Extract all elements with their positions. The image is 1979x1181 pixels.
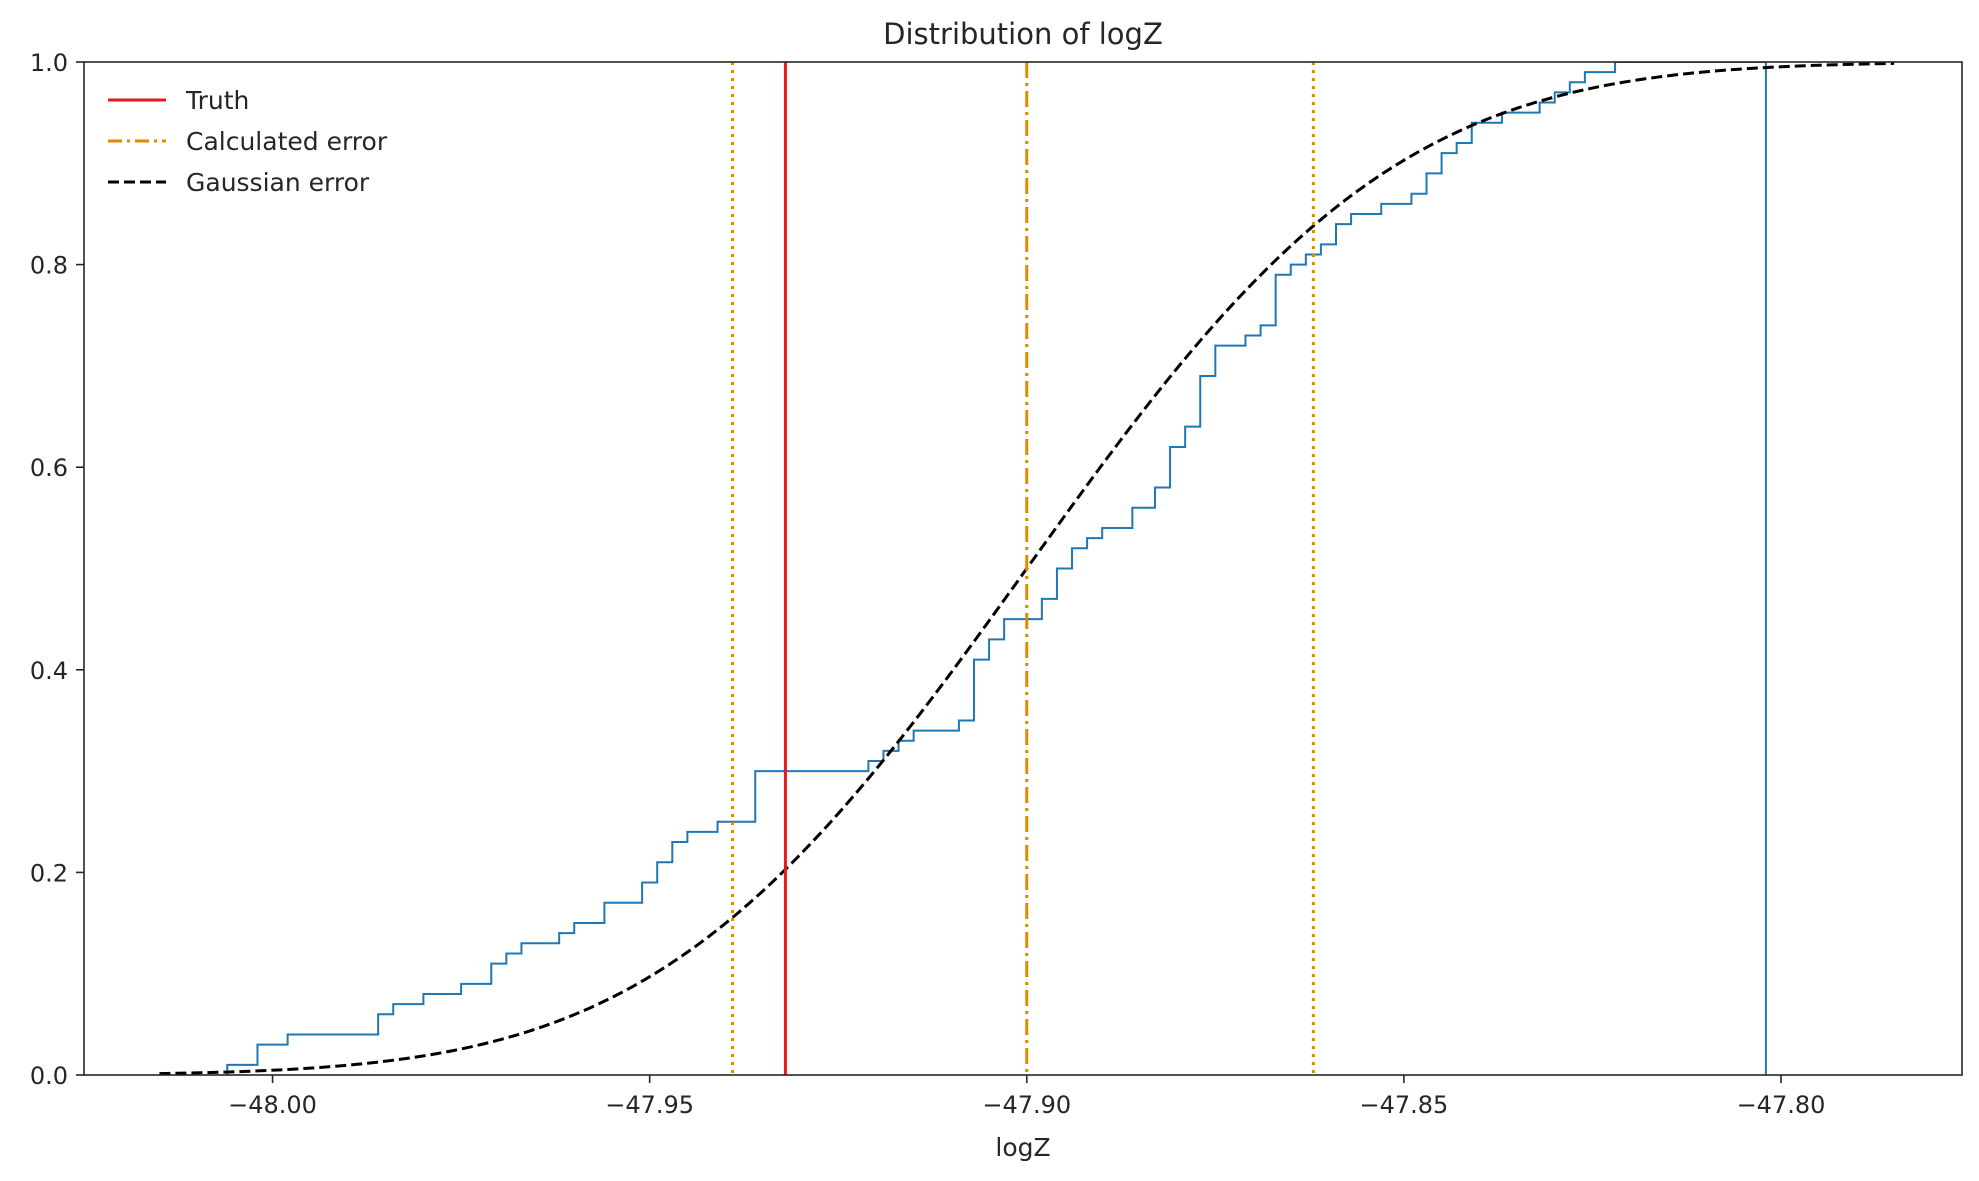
- y-tick-label: 0.0: [30, 1062, 68, 1090]
- chart-title: Distribution of logZ: [883, 17, 1163, 51]
- legend: Truth Calculated error Gaussian error: [108, 86, 388, 197]
- y-tick-label: 1.0: [30, 49, 68, 77]
- tick-area: −48.00 −47.95 −47.90 −47.85 −47.80 0.0 0.2 0.4 0…: [30, 49, 1826, 1119]
- y-tick-label: 0.4: [30, 657, 68, 685]
- x-tick-label: −47.95: [605, 1091, 694, 1119]
- legend-label: Gaussian error: [186, 168, 370, 197]
- x-tick-label: −47.85: [1359, 1091, 1448, 1119]
- x-tick-label: −48.00: [228, 1091, 317, 1119]
- y-tick-label: 0.2: [30, 859, 68, 887]
- x-tick-label: −47.90: [982, 1091, 1071, 1119]
- x-axis-label: logZ: [995, 1133, 1050, 1162]
- y-tick-label: 0.8: [30, 252, 68, 280]
- y-tick-label: 0.6: [30, 454, 68, 482]
- ecdf-step-line: [226, 62, 1767, 1075]
- legend-label: Truth: [185, 86, 249, 115]
- data-area: [159, 62, 1895, 1075]
- axes-frame: [83, 61, 1963, 1076]
- legend-label: Calculated error: [186, 127, 388, 156]
- x-tick-label: −47.80: [1737, 1091, 1826, 1119]
